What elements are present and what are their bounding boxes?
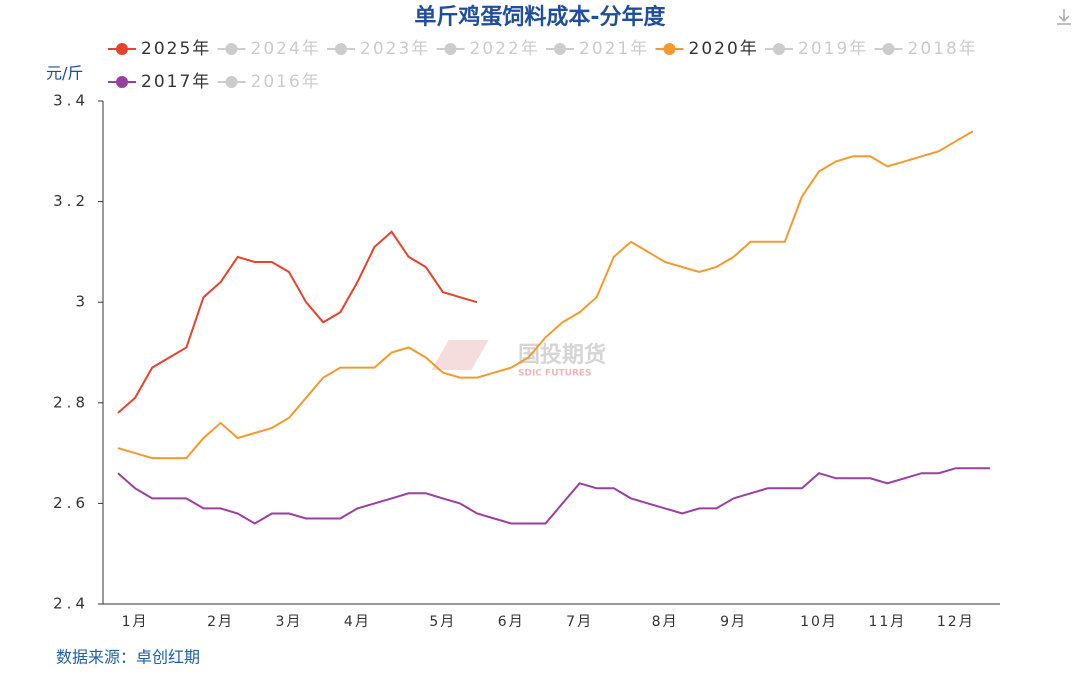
y-tick-label: 2.6 xyxy=(53,494,89,512)
legend-label: 2019年 xyxy=(798,39,868,59)
legend-marker xyxy=(335,43,347,55)
x-tick-label: 11月 xyxy=(868,614,906,630)
legend-item[interactable]: 2018年 xyxy=(874,39,978,59)
x-tick-label: 3月 xyxy=(276,614,303,630)
legend-marker xyxy=(773,43,785,55)
y-tick-label: 2.4 xyxy=(53,595,89,613)
x-tick-label: 5月 xyxy=(429,614,456,630)
legend-item[interactable]: 2019年 xyxy=(765,39,868,59)
y-tick-label: 3 xyxy=(75,293,89,311)
legend-label: 2024年 xyxy=(251,39,321,59)
download-glyph xyxy=(1057,9,1071,25)
legend-item[interactable]: 2020年 xyxy=(655,39,759,59)
legend-marker xyxy=(225,76,238,88)
series-line xyxy=(117,230,478,414)
legend-marker xyxy=(116,76,128,88)
legend-item[interactable]: 2023年 xyxy=(327,39,430,59)
legend-label: 2025年 xyxy=(141,39,211,59)
y-tick-label: 3.4 xyxy=(53,92,89,110)
x-tick-label: 4月 xyxy=(344,614,371,630)
legend-marker xyxy=(882,43,895,55)
legend-label: 2020年 xyxy=(689,39,759,59)
legend-item[interactable]: 2021年 xyxy=(546,39,649,59)
legend-label: 2022年 xyxy=(470,39,540,59)
watermark-sub: SDIC FUTURES xyxy=(518,369,592,379)
x-tick-label: 7月 xyxy=(566,614,593,630)
legend-item[interactable]: 2024年 xyxy=(217,39,321,59)
series-line xyxy=(117,130,974,460)
x-tick-label: 6月 xyxy=(498,614,525,630)
legend-marker xyxy=(225,43,238,55)
legend-label: 2023年 xyxy=(360,39,430,59)
series-line xyxy=(117,467,990,525)
legend-marker xyxy=(663,43,676,55)
legend-marker xyxy=(444,43,457,55)
watermark: 国投期货 SDIC FUTURES xyxy=(431,340,606,379)
x-tick-label: 9月 xyxy=(720,614,747,630)
legend-label: 2018年 xyxy=(908,39,978,59)
legend-item[interactable]: 2025年 xyxy=(108,39,211,59)
source: 数据来源：卓创红期 xyxy=(56,648,200,667)
watermark-text: 国投期货 xyxy=(518,342,606,368)
legend-label: 2017年 xyxy=(141,72,211,92)
legend-marker xyxy=(554,43,566,55)
x-tick-label: 2月 xyxy=(207,614,234,630)
legend-item[interactable]: 2016年 xyxy=(217,72,321,92)
legend-item[interactable]: 2022年 xyxy=(436,39,540,59)
watermark-logo xyxy=(431,340,489,370)
download-icon[interactable] xyxy=(1057,9,1071,25)
chart-title: 单斤鸡蛋饲料成本-分年度 xyxy=(414,4,666,30)
legend-item[interactable]: 2017年 xyxy=(108,72,211,92)
legend-label: 2021年 xyxy=(579,39,649,59)
x-tick-label: 10月 xyxy=(800,614,838,630)
y-tick-label: 2.8 xyxy=(53,393,89,411)
y-axis-label: 元/斤 xyxy=(46,64,83,83)
x-tick-label: 12月 xyxy=(937,614,975,630)
x-tick-label: 8月 xyxy=(652,614,679,630)
y-tick-label: 3.2 xyxy=(53,192,89,210)
legend-marker xyxy=(116,43,128,55)
x-tick-label: 1月 xyxy=(122,614,149,630)
legend-label: 2016年 xyxy=(251,72,321,92)
